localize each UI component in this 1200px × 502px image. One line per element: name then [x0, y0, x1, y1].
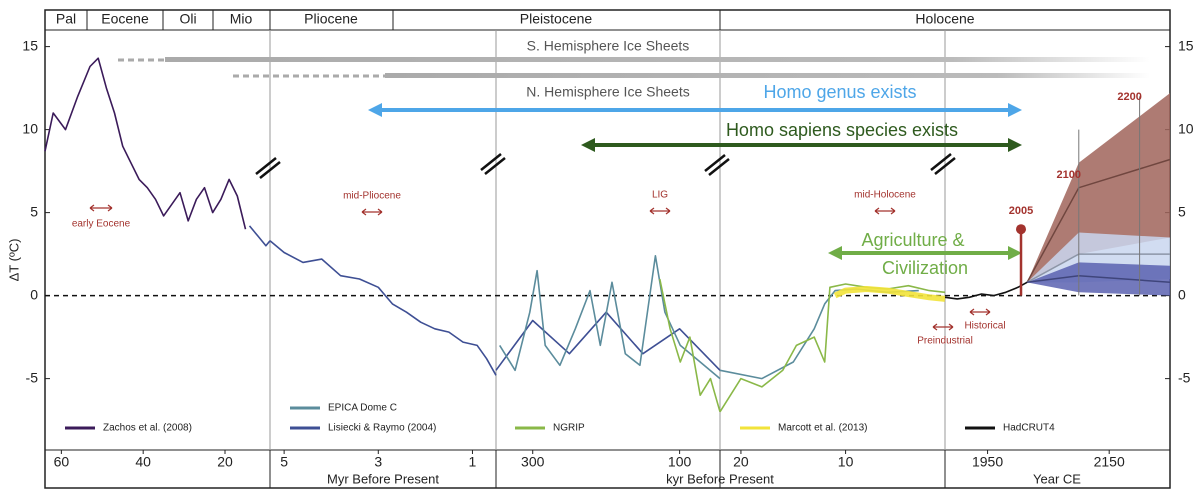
epoch-label: Pleistocene	[520, 11, 593, 27]
x-axis-title: kyr Before Present	[666, 471, 774, 486]
y-tick-label: 5	[1178, 203, 1186, 219]
x-tick-label: 1950	[972, 454, 1003, 470]
annotation: Agriculture &	[861, 230, 964, 250]
series-line	[944, 281, 1028, 300]
interval-label: LIG	[652, 190, 668, 201]
annotation: N. Hemisphere Ice Sheets	[526, 84, 689, 100]
y-axis-title: ΔT (ºC)	[6, 239, 21, 282]
agriculture-arrow	[828, 246, 1022, 260]
year-label: 2200	[1117, 91, 1141, 103]
epoch-label: Pal	[56, 11, 76, 27]
series-line	[719, 283, 946, 413]
x-tick-label: 10	[838, 454, 854, 470]
interval-label: Preindustrial	[917, 336, 973, 347]
epoch-label: Mio	[230, 11, 253, 27]
annotation: S. Hemisphere Ice Sheets	[527, 38, 690, 54]
epoch-label: Eocene	[101, 11, 149, 27]
interval-label: early Eocene	[72, 219, 131, 230]
year-label: 2100	[1057, 169, 1081, 181]
interval-label: mid-Holocene	[854, 190, 916, 201]
series-line	[659, 278, 721, 413]
legend-label: Lisiecki & Raymo (2004)	[328, 423, 436, 434]
x-tick-label: 60	[54, 454, 70, 470]
epoch-label: Pliocene	[304, 11, 358, 27]
x-tick-label: 20	[217, 454, 233, 470]
x-tick-label: 20	[733, 454, 749, 470]
legend-label: Marcott et al. (2013)	[778, 423, 867, 434]
interval-label: Historical	[964, 321, 1005, 332]
annotation: Homo sapiens species exists	[726, 120, 958, 140]
projection-band	[1027, 262, 1170, 296]
axis-dividers	[269, 450, 946, 488]
ice-sheet-bar	[165, 57, 1150, 62]
marker-dot	[1016, 224, 1027, 235]
y-tick-label: 0	[1178, 286, 1186, 302]
epoch-label: Holocene	[915, 11, 974, 27]
y-tick-label: 0	[30, 286, 38, 302]
homo-sapiens-arrow	[581, 138, 1022, 152]
y-tick-label: 15	[22, 37, 38, 53]
panel-dividers	[269, 30, 946, 450]
ice-sheet-bar	[385, 73, 1150, 78]
x-tick-label: 1	[469, 454, 477, 470]
x-axis-title: Myr Before Present	[327, 471, 439, 486]
homo-genus-arrow	[368, 103, 1022, 117]
x-tick-label: 5	[280, 454, 288, 470]
interval-arrows	[89, 204, 991, 331]
x-tick-label: 100	[668, 454, 692, 470]
epoch-label: Oli	[179, 11, 196, 27]
y-tick-label: 10	[1178, 120, 1194, 136]
y-tick-label: -5	[26, 369, 39, 385]
y-tick-label: 5	[30, 203, 38, 219]
legend-label: NGRIP	[553, 423, 585, 434]
series-line	[719, 288, 919, 380]
legend-label: HadCRUT4	[1003, 423, 1055, 434]
interval-label: mid-Pliocene	[343, 191, 401, 202]
axis-break	[255, 153, 956, 179]
epoch-dividers	[86, 10, 721, 30]
series-line	[248, 225, 271, 247]
x-tick-label: 300	[521, 454, 545, 470]
series-line	[499, 255, 721, 380]
x-tick-label: 2150	[1094, 454, 1125, 470]
series-line	[269, 240, 497, 376]
frame	[44, 9, 1171, 489]
y-tick-label: -5	[1178, 369, 1191, 385]
series-line	[833, 286, 946, 302]
annotation: Homo genus exists	[763, 82, 916, 102]
marker-label: 2005	[1009, 205, 1033, 217]
x-tick-label: 40	[135, 454, 151, 470]
projection-band	[1027, 93, 1170, 283]
x-axis-title: Year CE	[1033, 471, 1081, 486]
y-tick-label: 15	[1178, 37, 1194, 53]
y-tick-label: 10	[22, 120, 38, 136]
legend-label: EPICA Dome C	[328, 403, 397, 414]
series-line	[495, 311, 721, 371]
legend-label: Zachos et al. (2008)	[103, 423, 192, 434]
series-line	[44, 57, 247, 230]
annotation: Civilization	[882, 258, 968, 278]
x-tick-label: 3	[374, 454, 382, 470]
